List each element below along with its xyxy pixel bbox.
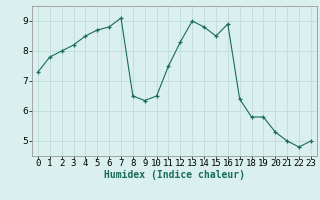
X-axis label: Humidex (Indice chaleur): Humidex (Indice chaleur) (104, 170, 245, 180)
